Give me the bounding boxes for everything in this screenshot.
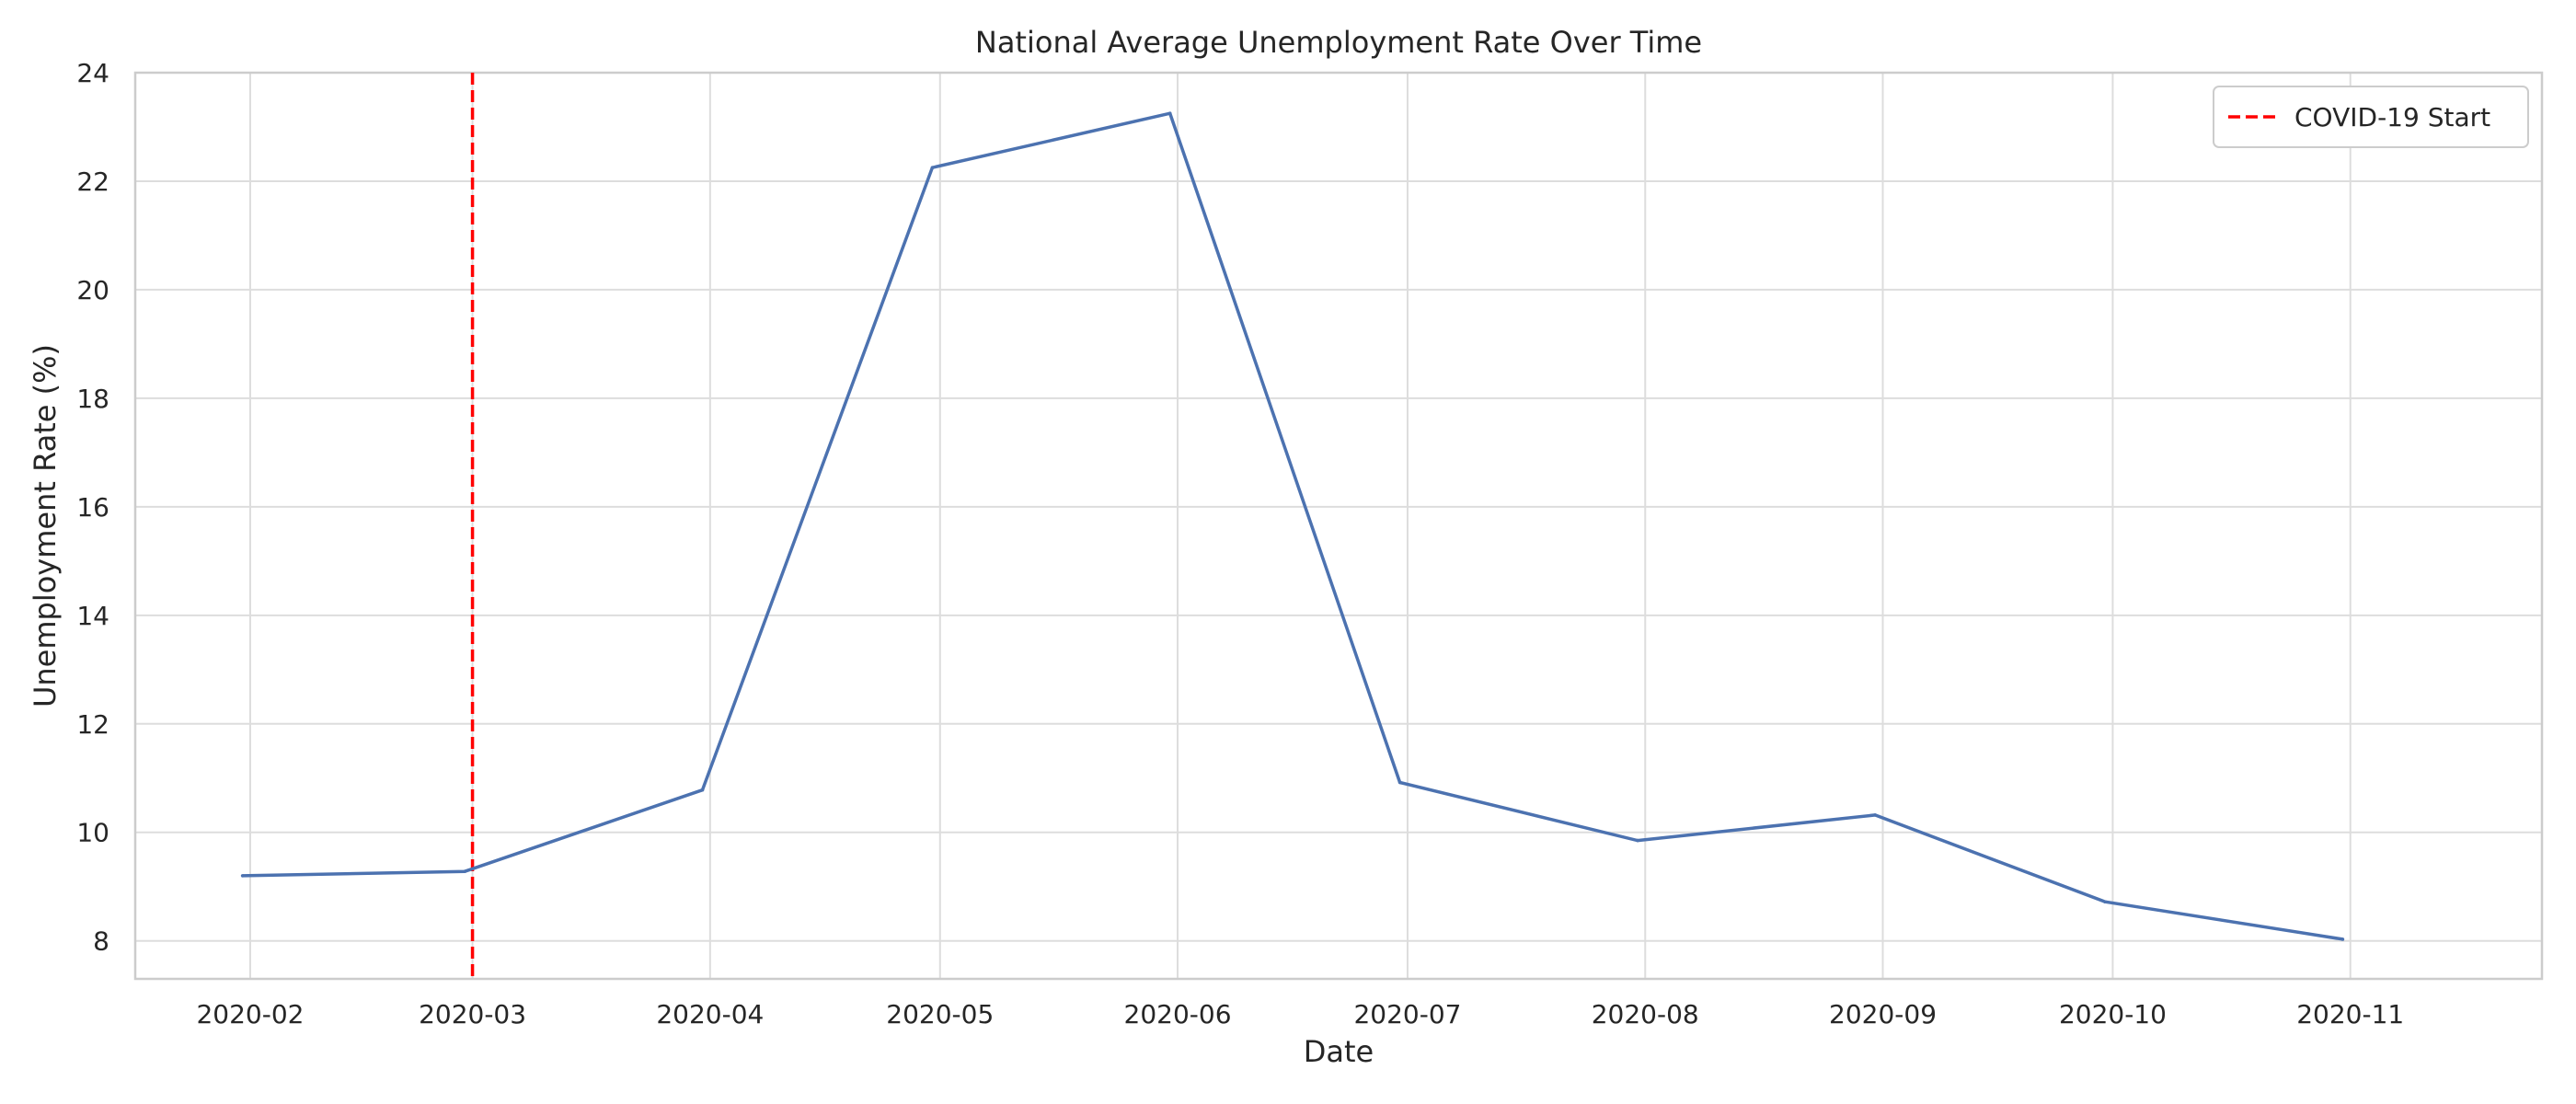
legend-label-covid-start: COVID-19 Start [2294,102,2490,132]
x-tick-label: 2020-11 [2296,999,2404,1029]
data-point [2340,937,2345,941]
data-point [240,874,245,878]
x-tick-label: 2020-06 [1124,999,1232,1029]
y-tick-label: 16 [76,492,109,523]
data-point [930,166,935,170]
y-tick-label: 22 [76,167,109,197]
series-layer [240,111,2345,941]
y-axis-label: Unemployment Rate (%) [28,344,63,707]
legend-box [2213,86,2529,148]
x-tick-label: 2020-04 [656,999,764,1029]
y-tick-label: 14 [76,601,109,631]
x-tick-label: 2020-10 [2059,999,2167,1029]
x-axis-label: Date [1304,1034,1374,1069]
chart-title: National Average Unemployment Rate Over … [975,25,1702,60]
y-tick-label: 24 [76,58,109,88]
y-tick-label: 12 [76,709,109,740]
y-tick-label: 10 [76,818,109,848]
y-tick-label: 18 [76,384,109,414]
grid [135,72,2542,979]
legend: COVID-19 Start [2213,86,2529,148]
series-line [242,111,2343,941]
data-point [700,788,705,792]
plot-frame [133,71,2544,981]
y-tick-label: 20 [76,275,109,305]
x-tick-label: 2020-05 [886,999,994,1029]
y-tick-labels: 8 10 12 14 16 18 20 22 24 [76,58,109,957]
data-point [1873,813,1877,817]
data-point [2103,900,2107,904]
x-tick-label: 2020-08 [1592,999,1699,1029]
y-tick-label: 8 [93,926,109,957]
data-point [1167,111,1172,116]
x-tick-label: 2020-02 [196,999,304,1029]
x-tick-labels: 2020-02 2020-03 2020-04 2020-05 2020-06 2020-… [196,999,2404,1029]
data-point [1397,780,1402,785]
x-tick-label: 2020-03 [419,999,526,1029]
data-point [463,869,467,874]
x-tick-label: 2020-09 [1829,999,1937,1029]
x-tick-label: 2020-07 [1353,999,1461,1029]
data-point [1636,838,1639,843]
